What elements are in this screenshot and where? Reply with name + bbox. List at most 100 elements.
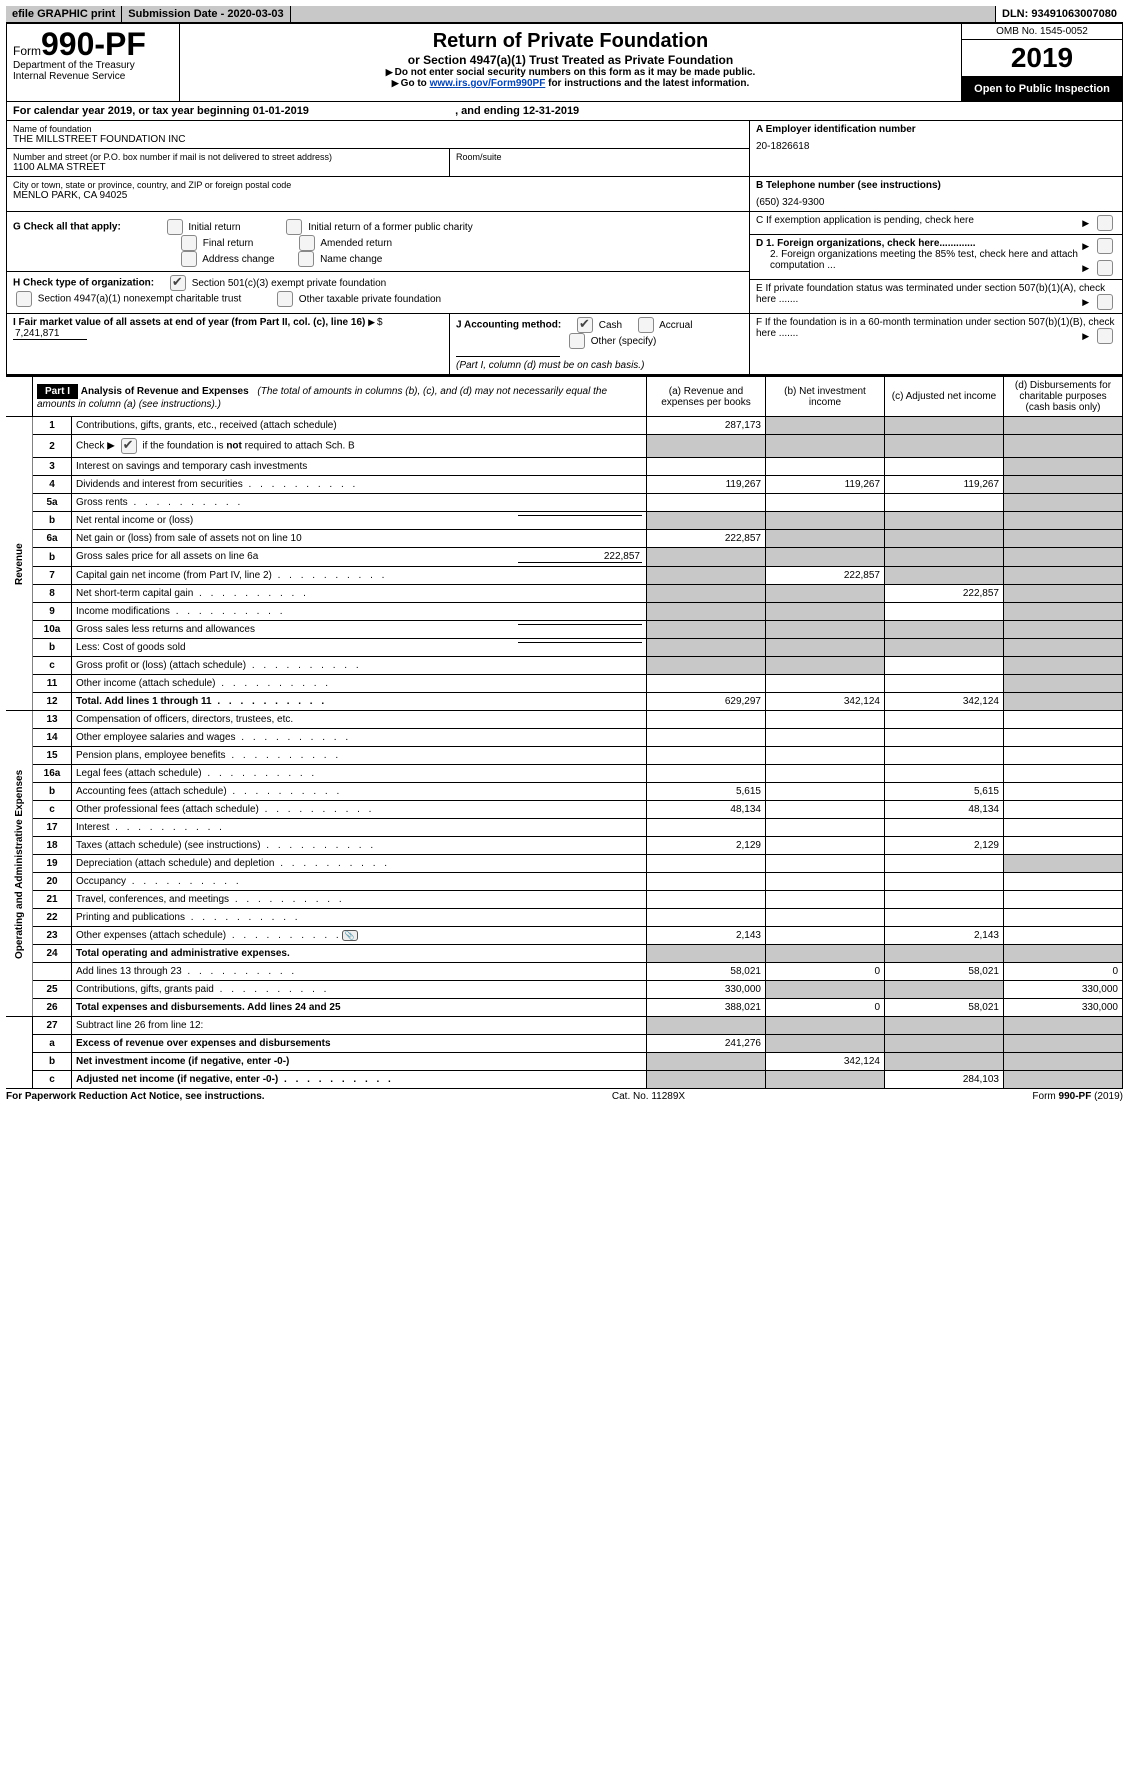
cell-a bbox=[647, 729, 766, 747]
open-inspection: Open to Public Inspection bbox=[962, 77, 1122, 101]
subdate: Submission Date - 2020-03-03 bbox=[122, 6, 290, 22]
attach-icon[interactable]: 📎 bbox=[342, 930, 358, 941]
row-desc: Gross sales less returns and allowances bbox=[72, 621, 647, 639]
table-row: bNet rental income or (loss) bbox=[6, 512, 1123, 530]
warn: Do not enter social security numbers on … bbox=[395, 67, 756, 78]
cell-b: 0 bbox=[766, 999, 885, 1017]
instructions-link[interactable]: www.irs.gov/Form990PF bbox=[430, 78, 546, 89]
year-end: 12-31-2019 bbox=[523, 105, 579, 117]
table-row: 11Other income (attach schedule) bbox=[6, 675, 1123, 693]
cell-d bbox=[1004, 729, 1123, 747]
cell-b: 342,124 bbox=[766, 693, 885, 711]
row-desc: Total operating and administrative expen… bbox=[72, 945, 647, 963]
row-desc: Less: Cost of goods sold bbox=[72, 639, 647, 657]
table-row: Add lines 13 through 2358,021058,0210 bbox=[6, 963, 1123, 981]
cell-c bbox=[885, 891, 1004, 909]
cell-a bbox=[647, 1017, 766, 1035]
arrow-icon bbox=[368, 317, 377, 328]
arrow-icon bbox=[1082, 331, 1091, 342]
cb-cash[interactable] bbox=[577, 317, 593, 333]
cell-c bbox=[885, 747, 1004, 765]
cell-d bbox=[1004, 621, 1123, 639]
table-row: 21Travel, conferences, and meetings bbox=[6, 891, 1123, 909]
cb-c[interactable] bbox=[1097, 215, 1113, 231]
table-row: 2Check ▶ if the foundation is not requir… bbox=[6, 435, 1123, 458]
table-row: bNet investment income (if negative, ent… bbox=[6, 1053, 1123, 1071]
g-label: G Check all that apply: bbox=[13, 222, 121, 233]
row-desc: Total expenses and disbursements. Add li… bbox=[72, 999, 647, 1017]
row-num: 8 bbox=[33, 585, 72, 603]
cb-other-taxable[interactable] bbox=[277, 291, 293, 307]
cell-a bbox=[647, 603, 766, 621]
cell-c bbox=[885, 639, 1004, 657]
cell-a bbox=[647, 494, 766, 512]
cell-b bbox=[766, 855, 885, 873]
cb-accrual[interactable] bbox=[638, 317, 654, 333]
cell-d bbox=[1004, 567, 1123, 585]
side-expenses: Operating and Administrative Expenses bbox=[6, 711, 33, 1017]
cell-c bbox=[885, 458, 1004, 476]
form-number: 990-PF bbox=[41, 26, 146, 62]
cell-a bbox=[647, 765, 766, 783]
cell-c bbox=[885, 873, 1004, 891]
table-row: 15Pension plans, employee benefits bbox=[6, 747, 1123, 765]
row-num: b bbox=[33, 639, 72, 657]
cb-address-change[interactable] bbox=[181, 251, 197, 267]
j-note: (Part I, column (d) must be on cash basi… bbox=[456, 360, 644, 371]
footer-mid: Cat. No. 11289X bbox=[612, 1091, 685, 1102]
cb-initial-former[interactable] bbox=[286, 219, 302, 235]
cell-c: 58,021 bbox=[885, 963, 1004, 981]
cb-schb[interactable] bbox=[121, 438, 137, 454]
cell-a bbox=[647, 621, 766, 639]
footer-left: For Paperwork Reduction Act Notice, see … bbox=[6, 1091, 265, 1102]
cb-final-return[interactable] bbox=[181, 235, 197, 251]
cb-e[interactable] bbox=[1097, 294, 1113, 310]
table-row: 19Depreciation (attach schedule) and dep… bbox=[6, 855, 1123, 873]
identity-block: Name of foundation THE MILLSTREET FOUNDA… bbox=[6, 121, 1123, 375]
table-row: 10aGross sales less returns and allowanc… bbox=[6, 621, 1123, 639]
cell-a bbox=[647, 585, 766, 603]
cell-a: 5,615 bbox=[647, 783, 766, 801]
cell-b bbox=[766, 783, 885, 801]
cb-4947a1[interactable] bbox=[16, 291, 32, 307]
cell-d bbox=[1004, 819, 1123, 837]
cb-d1[interactable] bbox=[1097, 238, 1113, 254]
cb-initial-return[interactable] bbox=[167, 219, 183, 235]
row-desc: Gross rents bbox=[72, 494, 647, 512]
col-a: (a) Revenue and expenses per books bbox=[647, 376, 766, 417]
arrow-icon bbox=[386, 67, 395, 78]
cell-b bbox=[766, 1035, 885, 1053]
cb-501c3[interactable] bbox=[170, 275, 186, 291]
cb-name-change[interactable] bbox=[298, 251, 314, 267]
row-desc: Add lines 13 through 23 bbox=[72, 963, 647, 981]
header-center: Return of Private Foundation or Section … bbox=[180, 24, 961, 101]
cell-b bbox=[766, 621, 885, 639]
row-num: 22 bbox=[33, 909, 72, 927]
cb-amended-return[interactable] bbox=[299, 235, 315, 251]
cell-a bbox=[647, 909, 766, 927]
side-revenue: Revenue bbox=[6, 417, 33, 711]
row-num bbox=[33, 963, 72, 981]
city: MENLO PARK, CA 94025 bbox=[13, 190, 743, 201]
col-b: (b) Net investment income bbox=[766, 376, 885, 417]
cell-b bbox=[766, 729, 885, 747]
row-desc: Other expenses (attach schedule)📎 bbox=[72, 927, 647, 945]
row-desc: Net investment income (if negative, ente… bbox=[72, 1053, 647, 1071]
cell-a bbox=[647, 675, 766, 693]
row-desc: Travel, conferences, and meetings bbox=[72, 891, 647, 909]
row-num: 12 bbox=[33, 693, 72, 711]
cell-d bbox=[1004, 855, 1123, 873]
row-desc: Legal fees (attach schedule) bbox=[72, 765, 647, 783]
cb-f[interactable] bbox=[1097, 328, 1113, 344]
cb-other-method[interactable] bbox=[569, 333, 585, 349]
cell-d bbox=[1004, 435, 1123, 458]
row-num: 15 bbox=[33, 747, 72, 765]
cell-b bbox=[766, 747, 885, 765]
col-c: (c) Adjusted net income bbox=[885, 376, 1004, 417]
cell-d bbox=[1004, 603, 1123, 621]
row-num: 25 bbox=[33, 981, 72, 999]
row-num: a bbox=[33, 1035, 72, 1053]
cb-d2[interactable] bbox=[1097, 260, 1113, 276]
row-num: 4 bbox=[33, 476, 72, 494]
cell-a: 388,021 bbox=[647, 999, 766, 1017]
